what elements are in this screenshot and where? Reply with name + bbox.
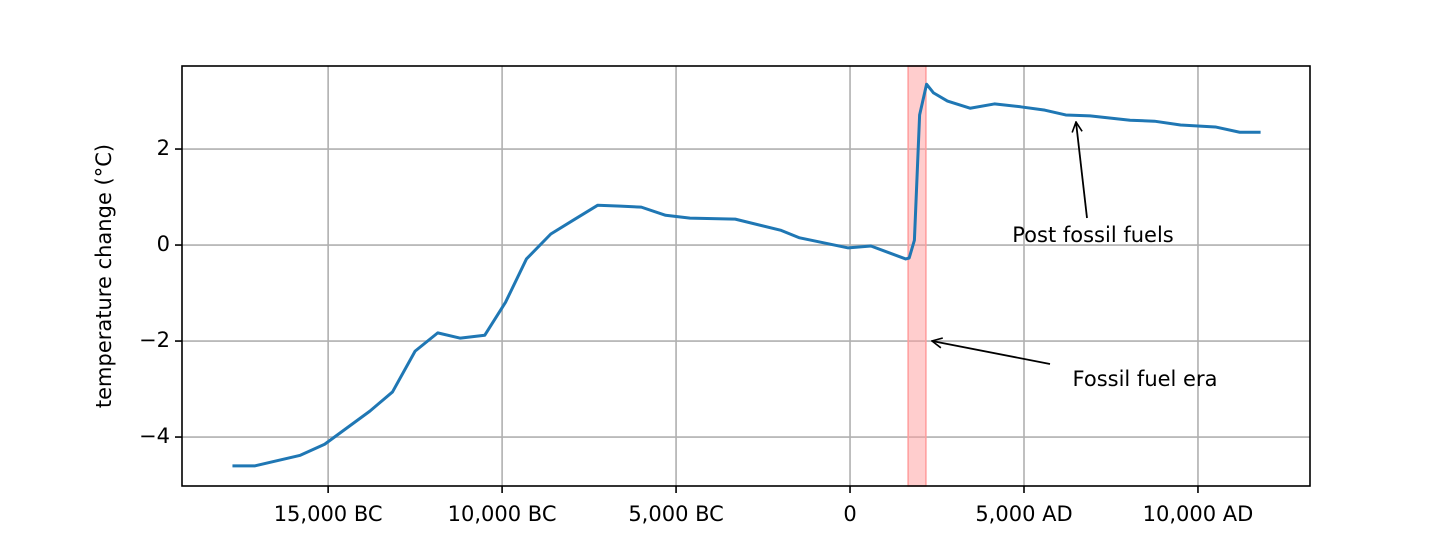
- y-tick-label: −4: [139, 424, 170, 448]
- x-tick-label: 0: [843, 502, 856, 526]
- x-tick-label: 15,000 BC: [274, 502, 383, 526]
- y-tick-label: 0: [157, 232, 170, 256]
- highlight-span: [907, 65, 927, 487]
- annotation-arrow: [1076, 122, 1088, 219]
- data-line: [232, 82, 1261, 468]
- x-tick-label: 5,000 AD: [975, 502, 1072, 526]
- x-tick-label: 10,000 AD: [1143, 502, 1254, 526]
- annotation: Post fossil fuels: [1012, 223, 1173, 247]
- y-axis-label: temperature change (°C): [92, 144, 116, 408]
- x-tick-label: 10,000 BC: [448, 502, 557, 526]
- annotation: Fossil fuel era: [1073, 367, 1218, 391]
- y-tick-label: 2: [157, 136, 170, 160]
- plot-frame: [181, 65, 1311, 487]
- annotation-arrow: [932, 341, 1051, 365]
- y-tick-label: −2: [139, 328, 170, 352]
- x-tick-label: 5,000 BC: [628, 502, 724, 526]
